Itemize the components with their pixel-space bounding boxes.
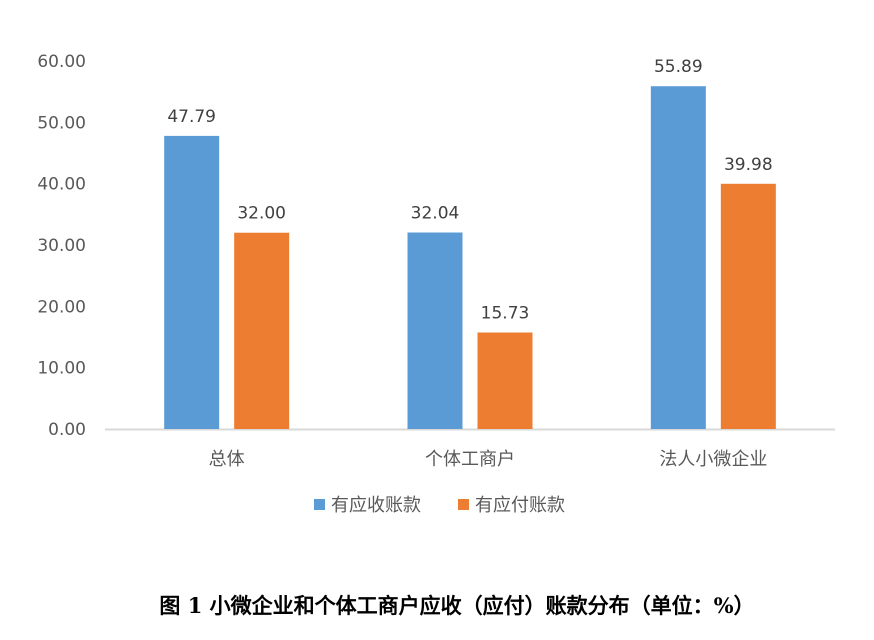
y-tick-label: 20.00	[37, 297, 86, 317]
legend-swatch	[314, 499, 325, 510]
data-label: 55.89	[654, 57, 703, 77]
bar-payable	[477, 332, 533, 429]
y-tick-label: 10.00	[37, 359, 86, 379]
bar-receivable	[650, 86, 706, 429]
bar-payable	[720, 183, 776, 429]
bar-payable	[234, 232, 290, 429]
data-label: 15.73	[481, 304, 530, 324]
legend-swatch	[458, 499, 469, 510]
data-label: 32.00	[237, 204, 286, 224]
bar-receivable	[164, 135, 220, 429]
category-label: 法人小微企业	[659, 449, 767, 470]
data-label: 32.04	[411, 203, 460, 223]
category-label: 总体	[209, 449, 245, 470]
bar-receivable	[407, 232, 463, 429]
y-tick-label: 40.00	[37, 175, 86, 195]
y-tick-label: 60.00	[37, 52, 86, 72]
data-label: 47.79	[167, 107, 216, 127]
category-label: 个体工商户	[425, 449, 515, 470]
y-tick-label: 30.00	[37, 236, 86, 256]
y-tick-label: 50.00	[37, 113, 86, 133]
bar-chart: 0.00 10.00 20.00 30.00 40.00 50.00 60.00 47.79 3…	[37, 52, 835, 516]
legend-label: 有应收账款	[331, 495, 421, 516]
y-tick-label: 0.00	[48, 420, 86, 440]
data-label: 39.98	[724, 155, 773, 175]
legend-label: 有应付账款	[475, 495, 565, 516]
figure-caption: 图 1 小微企业和个体工商户应收（应付）账款分布（单位：%）	[159, 593, 755, 618]
